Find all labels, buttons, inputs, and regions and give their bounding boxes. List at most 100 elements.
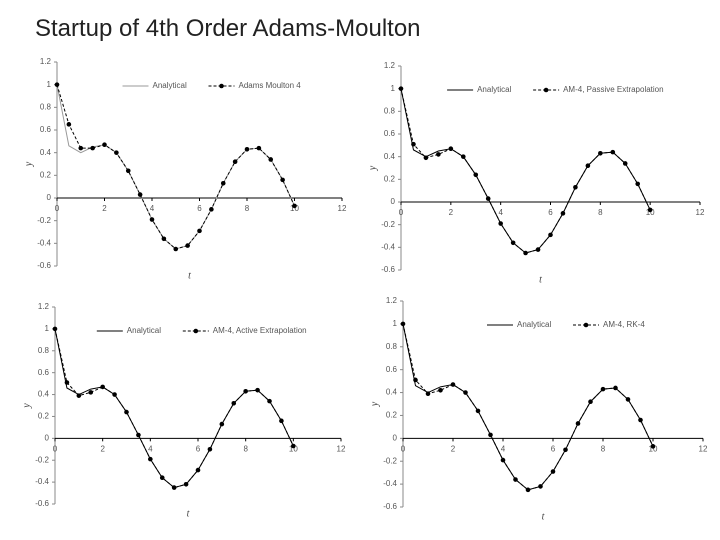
y-tick-label: 0.6 xyxy=(384,129,396,138)
y-tick-label: -0.2 xyxy=(35,455,49,464)
data-point xyxy=(450,382,456,387)
y-tick-label: -0.4 xyxy=(37,238,51,247)
y-tick-label: -0.4 xyxy=(35,477,49,486)
y-tick-label: 1.2 xyxy=(386,296,398,305)
data-point xyxy=(100,384,105,390)
series-line xyxy=(54,328,294,489)
data-point xyxy=(585,163,591,169)
x-tick-label: 6 xyxy=(548,208,553,217)
y-tick-label: 0.8 xyxy=(40,102,52,111)
series-line xyxy=(402,323,654,491)
data-point xyxy=(114,150,119,155)
data-point xyxy=(563,447,568,453)
x-tick-label: 12 xyxy=(696,208,705,217)
y-tick-label: 1.2 xyxy=(40,57,52,66)
y-tick-label: 1.2 xyxy=(384,61,396,70)
data-point xyxy=(90,145,95,151)
data-point xyxy=(398,86,404,91)
data-point xyxy=(112,392,117,397)
y-tick-label: -0.4 xyxy=(383,479,397,488)
data-point xyxy=(149,217,155,222)
data-point xyxy=(475,408,481,414)
legend-marker xyxy=(543,87,549,93)
y-tick-label: 0 xyxy=(393,433,398,442)
data-point xyxy=(280,177,285,183)
data-point xyxy=(231,401,237,406)
data-point xyxy=(148,456,153,462)
x-axis-title: t xyxy=(539,274,542,285)
x-tick-label: 12 xyxy=(337,444,346,453)
y-tick-label: 1.2 xyxy=(38,302,50,311)
data-point xyxy=(460,154,466,159)
series-line xyxy=(400,88,651,254)
x-tick-label: 10 xyxy=(649,444,658,453)
x-axis-title: t xyxy=(187,508,190,519)
data-point xyxy=(598,150,603,156)
x-tick-label: 0 xyxy=(399,208,404,217)
y-tick-label: -0.6 xyxy=(381,265,395,274)
y-axis-title: y xyxy=(367,165,378,171)
y-axis-title: y xyxy=(369,401,380,407)
data-point xyxy=(243,388,248,394)
data-point xyxy=(622,161,628,166)
data-point xyxy=(220,180,226,186)
y-tick-label: -0.6 xyxy=(37,261,51,270)
data-point xyxy=(219,421,225,427)
x-axis-title: t xyxy=(542,511,545,522)
data-point xyxy=(635,181,641,187)
data-point xyxy=(647,207,653,213)
y-tick-label: 0.6 xyxy=(38,368,50,377)
data-point xyxy=(171,485,177,490)
data-point xyxy=(207,446,213,452)
legend-label: AM-4, Active Extrapolation xyxy=(213,326,307,335)
data-point xyxy=(292,203,297,209)
y-tick-label: 0 xyxy=(391,197,396,206)
data-point xyxy=(64,380,70,385)
data-point xyxy=(436,152,441,157)
data-point xyxy=(473,172,479,178)
data-point xyxy=(560,211,566,216)
data-point xyxy=(600,386,606,392)
slide-title: Startup of 4th Order Adams-Moulton xyxy=(35,15,421,42)
legend-label: Adams Moulton 4 xyxy=(239,81,302,90)
y-tick-label: 0.8 xyxy=(386,342,398,351)
x-tick-label: 4 xyxy=(148,444,153,453)
data-point xyxy=(256,145,262,151)
data-point xyxy=(268,157,274,162)
x-tick-label: 8 xyxy=(243,444,248,453)
data-point xyxy=(610,149,616,155)
data-point xyxy=(197,228,202,234)
data-point xyxy=(137,192,143,197)
data-point xyxy=(523,250,528,256)
data-point xyxy=(291,443,296,449)
data-point xyxy=(161,236,167,242)
data-point xyxy=(500,457,506,463)
data-point xyxy=(232,159,238,165)
y-tick-label: 0.4 xyxy=(40,148,52,157)
data-point xyxy=(195,467,201,473)
x-tick-label: 0 xyxy=(55,204,60,213)
y-axis-title: y xyxy=(23,161,34,167)
x-tick-label: 6 xyxy=(196,444,201,453)
data-point xyxy=(244,146,250,152)
x-tick-label: 10 xyxy=(646,208,655,217)
series-line xyxy=(54,328,294,489)
x-tick-label: 2 xyxy=(451,444,456,453)
x-tick-label: 6 xyxy=(197,204,202,213)
data-point xyxy=(136,432,141,438)
data-point xyxy=(52,326,58,332)
data-point xyxy=(573,184,578,190)
data-point xyxy=(88,390,94,395)
data-point xyxy=(183,482,189,487)
y-tick-label: 0.4 xyxy=(384,152,396,161)
y-tick-label: 1 xyxy=(45,324,50,333)
x-tick-label: 12 xyxy=(338,204,347,213)
legend-label: Analytical xyxy=(477,85,511,94)
x-tick-label: 8 xyxy=(598,208,603,217)
y-tick-label: -0.2 xyxy=(381,220,395,229)
series-line xyxy=(56,84,295,250)
data-point xyxy=(54,82,60,87)
legend-marker xyxy=(583,322,589,328)
data-point xyxy=(588,399,593,405)
